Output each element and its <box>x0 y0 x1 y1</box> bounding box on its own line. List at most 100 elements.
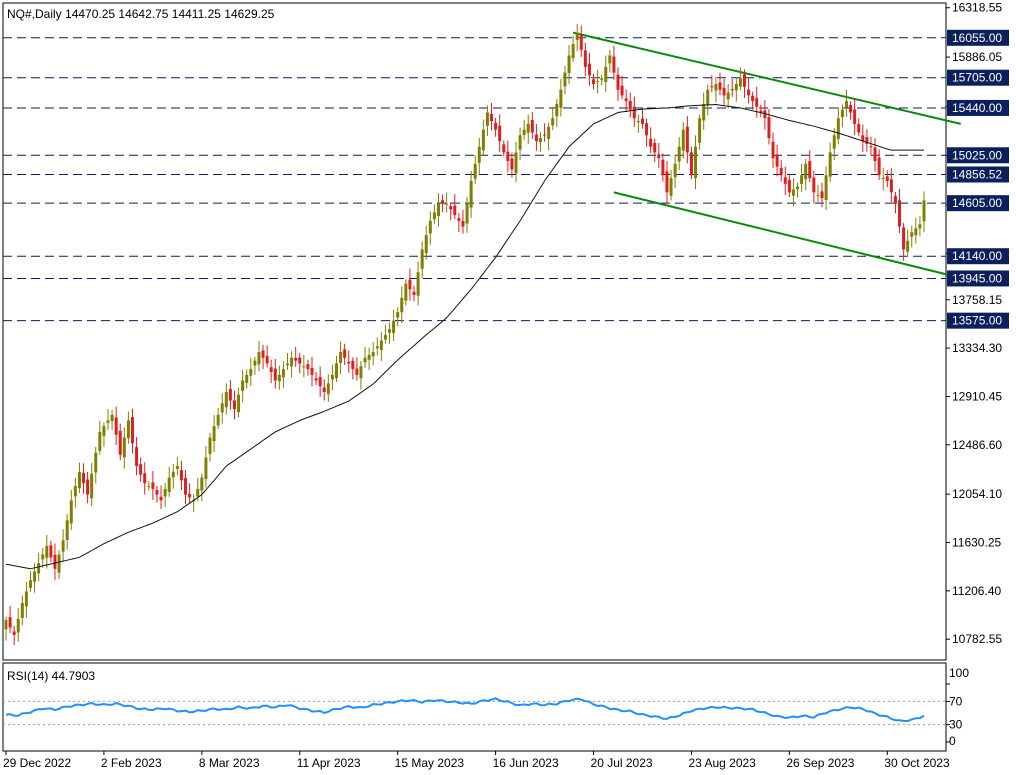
candle-body <box>832 135 836 149</box>
candle-body <box>343 349 347 358</box>
candle-body <box>636 121 640 123</box>
candle-body <box>844 101 848 108</box>
candle-body <box>237 394 241 413</box>
candle-body <box>583 50 587 67</box>
candle-body <box>869 146 873 148</box>
candle-body <box>587 63 591 76</box>
candle-body <box>518 135 522 150</box>
candle-body <box>306 364 310 370</box>
candle-body <box>481 129 485 151</box>
candle-body <box>147 486 151 488</box>
candle-body <box>126 420 130 439</box>
candle-body <box>330 374 334 380</box>
candle-body <box>510 158 514 170</box>
rsi-tick-label: 0 <box>949 734 956 748</box>
candle-body <box>371 352 375 357</box>
candle-body <box>90 473 94 499</box>
candle-body <box>326 383 330 394</box>
candle-body <box>645 123 649 136</box>
time-tick-label: 20 Jul 2023 <box>591 756 653 770</box>
candle-body <box>853 109 857 124</box>
candle-body <box>681 129 685 151</box>
candle-body <box>689 152 693 176</box>
time-tick-label: 16 Jun 2023 <box>493 756 559 770</box>
candle-body <box>69 500 73 524</box>
candle-body <box>800 175 804 184</box>
candle-body <box>16 618 20 633</box>
candle-body <box>465 203 469 224</box>
candle-body <box>547 126 551 139</box>
candle-body <box>494 122 498 130</box>
candle-body <box>216 414 220 426</box>
candle-body <box>277 374 281 382</box>
rsi-panel-frame <box>2 662 947 752</box>
candle-body <box>612 56 616 73</box>
level-tag-label: 14605.00 <box>952 196 1002 210</box>
candle-body <box>73 486 77 497</box>
candle-body <box>473 163 477 179</box>
candle-body <box>212 426 216 442</box>
candle-body <box>624 98 628 102</box>
candle-body <box>604 66 608 82</box>
candle-body <box>318 376 322 387</box>
candle-body <box>824 175 828 200</box>
candle-body <box>836 118 840 139</box>
level-tag <box>947 312 1009 329</box>
level-tag <box>947 99 1009 116</box>
candle-body <box>416 272 420 296</box>
candle-body <box>575 32 579 41</box>
candle-body <box>245 374 249 383</box>
channel-lines <box>572 31 961 279</box>
candle-body <box>57 554 61 573</box>
candle-body <box>118 430 122 455</box>
candle-body <box>122 437 126 458</box>
candle-body <box>428 220 432 234</box>
candle-body <box>906 240 910 252</box>
candle-body <box>265 355 269 364</box>
candle-body <box>918 224 922 229</box>
price-tick-label: 16318.55 <box>952 1 1002 15</box>
candle-body <box>771 141 775 159</box>
candle-body <box>571 44 575 59</box>
candle-body <box>538 138 542 143</box>
candle-body <box>657 154 661 159</box>
level-tag-label: 15025.00 <box>952 148 1002 162</box>
candle-body <box>49 545 53 558</box>
candle-body <box>889 179 893 193</box>
level-tag-label: 16055.00 <box>952 31 1002 45</box>
candle-body <box>698 118 702 143</box>
candle-body <box>188 493 192 498</box>
candle-body <box>334 363 338 379</box>
candle-body <box>41 554 45 560</box>
channel-line <box>613 191 961 279</box>
candle-body <box>453 205 457 216</box>
candle-body <box>432 212 436 220</box>
time-tick-label: 29 Dec 2022 <box>3 756 71 770</box>
candle-body <box>877 157 881 176</box>
candle-body <box>253 360 257 366</box>
candle-body <box>424 235 428 254</box>
candle-body <box>220 403 224 413</box>
symbol-label: NQ#,Daily 14470.25 14642.75 14411.25 146… <box>7 7 275 21</box>
candle-body <box>787 179 791 193</box>
price-panel-frame <box>2 2 947 661</box>
candle-body <box>522 129 526 136</box>
candle-body <box>257 352 261 365</box>
candle-body <box>526 123 530 133</box>
candle-body <box>755 97 759 107</box>
candle-body <box>200 477 204 491</box>
candle-body <box>669 178 673 196</box>
candle-body <box>98 431 102 451</box>
channel-line <box>572 31 961 125</box>
price-tick-label: 13334.30 <box>952 341 1002 355</box>
level-tag <box>947 195 1009 212</box>
candle-body <box>706 89 710 105</box>
candle-body <box>400 297 404 313</box>
level-tag-label: 14140.00 <box>952 249 1002 263</box>
candle-body <box>673 163 677 178</box>
candle-body <box>322 387 326 392</box>
candle-body <box>8 617 12 628</box>
candle-body <box>779 167 783 176</box>
